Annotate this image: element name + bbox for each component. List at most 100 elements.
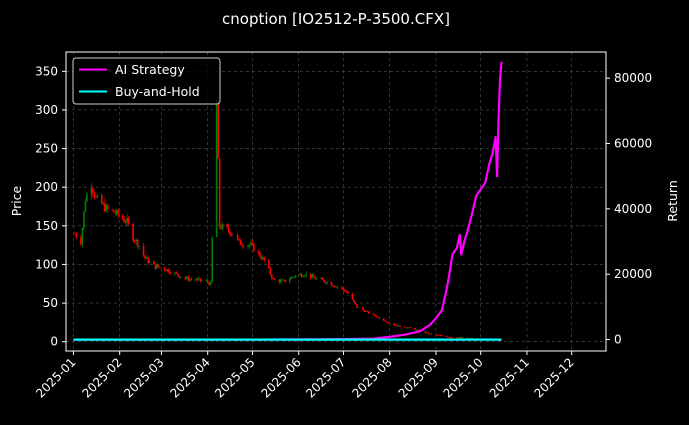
candle-body <box>461 337 464 339</box>
candle-body <box>373 314 376 316</box>
candle-body <box>284 279 287 282</box>
candle-body <box>251 242 254 244</box>
candle-body <box>148 261 151 263</box>
candle-body <box>460 337 463 339</box>
candle-body <box>372 313 375 315</box>
candle-body <box>351 293 354 300</box>
candle-body <box>326 281 328 284</box>
candle-body <box>133 240 136 242</box>
candle-body <box>96 195 99 198</box>
candle-body <box>178 275 181 278</box>
candle-body <box>396 324 398 327</box>
candle-body <box>226 224 228 228</box>
candle-body <box>345 291 348 293</box>
candle-body <box>142 245 145 256</box>
candle-body <box>414 328 416 331</box>
candle-body <box>424 331 427 333</box>
candle-body <box>180 277 182 279</box>
candle-body <box>153 261 155 265</box>
candle-body <box>333 286 336 287</box>
y2-tick-label: 80000 <box>614 71 652 85</box>
candle-body <box>450 337 452 339</box>
candle-body <box>81 227 84 245</box>
y2-tick-label: 20000 <box>614 267 652 281</box>
candle-body <box>290 277 293 280</box>
candle-body <box>356 304 358 308</box>
candle-body <box>426 332 428 334</box>
candle-body <box>441 335 443 337</box>
candle-body <box>194 279 197 281</box>
candle-body <box>187 276 190 281</box>
candle-body <box>397 325 400 327</box>
candle-body <box>95 196 97 198</box>
candle-body <box>321 278 324 280</box>
candle-body <box>227 227 230 232</box>
candle-body <box>174 272 176 274</box>
candle-body <box>90 188 93 195</box>
candle-body <box>448 336 451 338</box>
candle-body <box>260 256 263 260</box>
candle-body <box>312 274 315 278</box>
candle-body <box>215 101 218 238</box>
candle-body <box>168 269 170 273</box>
candle-body <box>159 267 161 268</box>
candle-body <box>294 275 297 277</box>
candle-body <box>189 279 191 281</box>
candle-body <box>324 282 327 284</box>
y-tick-label: 150 <box>35 219 58 233</box>
candle-body <box>136 239 139 247</box>
candle-body <box>186 276 188 279</box>
candle-body <box>111 209 114 211</box>
plot-frame <box>65 51 607 352</box>
candle-body <box>138 245 140 247</box>
candle-body <box>232 234 234 236</box>
candle-body <box>302 276 304 278</box>
candle-body <box>199 278 202 281</box>
candle-body <box>291 276 294 278</box>
candle-body <box>190 279 193 280</box>
candle-body <box>271 274 273 279</box>
candle-body <box>451 337 454 339</box>
candle-body <box>92 188 94 193</box>
candle-body <box>115 210 118 214</box>
candle-body <box>409 327 412 329</box>
candle-body <box>438 334 440 336</box>
candle-body <box>220 226 222 229</box>
candle-body <box>388 322 391 324</box>
candle-body <box>177 273 179 276</box>
candle-body <box>427 332 430 334</box>
candle-body <box>341 287 343 289</box>
y-tick-label: 200 <box>35 180 58 194</box>
candle-body <box>342 288 345 291</box>
candle-body <box>253 243 255 252</box>
candle-body <box>430 333 433 335</box>
candle-body <box>447 336 449 338</box>
candle-body <box>239 240 242 246</box>
candle-body <box>80 237 82 245</box>
candle-body <box>263 257 266 261</box>
candle-body <box>280 279 282 283</box>
candle-body <box>209 281 212 285</box>
candle-body <box>347 291 349 294</box>
candle-body <box>384 320 387 322</box>
candle-body <box>303 275 306 277</box>
candle-body <box>311 274 313 278</box>
candle-body <box>236 234 239 239</box>
candle-body <box>466 337 469 339</box>
candle-body <box>269 267 272 275</box>
candle-body <box>238 238 240 241</box>
candle-body <box>123 219 125 222</box>
candle-body <box>439 335 442 336</box>
candle-body <box>157 264 160 268</box>
candle-body <box>335 286 337 288</box>
candle-body <box>293 276 296 278</box>
candle-body <box>117 210 120 216</box>
candle-body <box>114 212 117 214</box>
candle-body <box>262 257 264 260</box>
candle-body <box>166 269 169 271</box>
candle-body <box>282 279 285 281</box>
candle-body <box>259 252 261 257</box>
candle-body <box>399 325 401 327</box>
candle-body <box>230 234 233 236</box>
y2-tick-label: 40000 <box>614 202 652 216</box>
